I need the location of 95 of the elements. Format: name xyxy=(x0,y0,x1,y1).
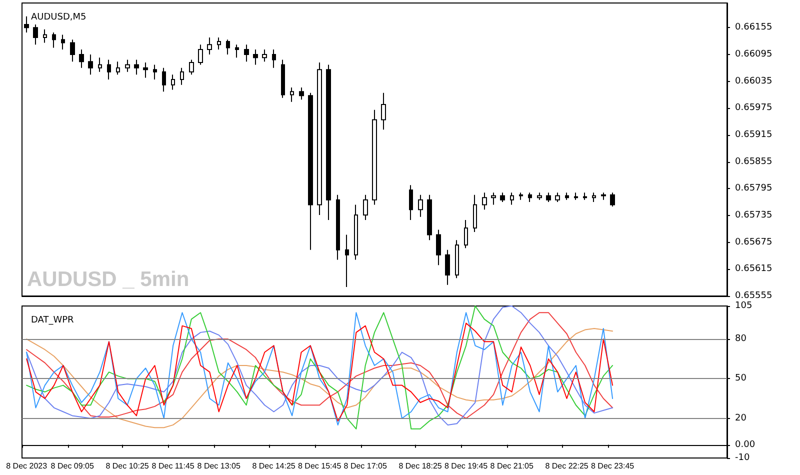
y-tick-label: 105 xyxy=(735,301,752,311)
candlestick xyxy=(61,34,65,50)
candlestick xyxy=(372,109,377,206)
y-tick-label: 0.66155 xyxy=(735,22,772,33)
candlestick xyxy=(381,92,386,130)
candlestick xyxy=(308,92,313,250)
candlestick xyxy=(436,229,441,266)
candlestick xyxy=(244,44,249,62)
candlestick xyxy=(500,192,505,203)
candlestick xyxy=(510,192,514,206)
candlestick xyxy=(70,39,75,62)
y-tick-label: 0.65555 xyxy=(735,291,772,301)
candlestick xyxy=(162,67,166,92)
candlestick xyxy=(464,219,468,249)
text: DAT_WPR xyxy=(31,316,74,326)
candlestick xyxy=(33,24,38,46)
x-tick-label: 8 Dec 11:45 xyxy=(152,462,195,470)
x-tick-label: 8 Dec 14:25 xyxy=(252,462,296,470)
candlestick xyxy=(290,87,294,102)
candlestick xyxy=(519,192,523,200)
y-tick-label: 0.65735 xyxy=(735,210,772,220)
candlestick xyxy=(134,59,139,76)
candlestick xyxy=(189,59,194,76)
candlestick xyxy=(43,28,47,44)
y-tick-label: 0.66095 xyxy=(735,49,772,60)
candlestick xyxy=(143,62,148,78)
y-tick-label: 0.65975 xyxy=(735,103,772,114)
candlestick xyxy=(445,249,450,286)
candlestick xyxy=(583,192,587,200)
candlestick xyxy=(235,44,239,58)
candlestick xyxy=(226,39,230,55)
y-tick-label: 0.65855 xyxy=(735,156,772,167)
candlestick xyxy=(281,59,285,98)
y-tick-label: -10 xyxy=(735,453,750,463)
candlestick xyxy=(418,194,423,218)
candlestick xyxy=(326,64,331,220)
y-tick-label: 80 xyxy=(735,334,747,344)
candlestick xyxy=(262,49,267,62)
text: AUDUSD,M5 xyxy=(31,12,86,22)
candlestick xyxy=(98,57,102,72)
candlestick xyxy=(546,192,551,203)
x-tick-label: 8 Dec 17:05 xyxy=(344,462,388,470)
candlestick xyxy=(601,192,606,200)
candlestick xyxy=(153,64,157,80)
candlestick xyxy=(207,36,212,55)
candlestick xyxy=(409,184,413,220)
y-tick-label: 50 xyxy=(735,374,747,384)
candlestick xyxy=(299,87,304,100)
y-tick-label: 0.65915 xyxy=(735,130,772,140)
candlestick xyxy=(455,240,459,279)
candlestick xyxy=(125,59,130,72)
x-tick-label: 8 Dec 13:05 xyxy=(197,462,241,470)
candlestick xyxy=(107,59,111,80)
x-tick-label: 8 Dec 22:25 xyxy=(545,462,589,470)
candlestick xyxy=(217,36,221,50)
y-tick-label: 20 xyxy=(735,413,747,424)
x-tick-label: 8 Dec 09:05 xyxy=(50,462,94,470)
candlestick xyxy=(116,61,120,76)
y-tick-label: 0.65795 xyxy=(735,184,772,194)
candlestick xyxy=(363,194,368,220)
y-tick-label: 0.00 xyxy=(735,440,756,450)
candlestick xyxy=(565,192,569,200)
candlestick xyxy=(555,192,560,203)
x-tick-label: 8 Dec 10:25 xyxy=(106,462,150,470)
candlestick xyxy=(354,204,358,260)
candlestick xyxy=(253,49,258,66)
y-tick-label: 0.65675 xyxy=(735,237,772,248)
x-tick-label: 8 Dec 21:05 xyxy=(490,462,534,470)
candlestick xyxy=(537,192,542,200)
candlestick xyxy=(427,194,432,241)
candlestick xyxy=(171,74,175,90)
candlestick xyxy=(610,192,615,208)
candlestick xyxy=(574,192,578,200)
candlestick xyxy=(491,192,496,206)
y-tick-label: 0.66035 xyxy=(735,76,772,86)
candlestick xyxy=(24,16,29,34)
x-tick-label: 8 Dec 18:25 xyxy=(398,462,442,470)
candlestick xyxy=(473,194,477,233)
x-tick-label: 8 Dec 15:45 xyxy=(298,462,342,470)
candlestick xyxy=(317,62,322,216)
candlestick xyxy=(345,234,349,288)
candlestick xyxy=(180,67,184,86)
candlestick xyxy=(528,192,532,203)
x-tick-label: 8 Dec 19:45 xyxy=(444,462,488,470)
candlestick xyxy=(52,32,56,48)
candlestick xyxy=(88,54,93,76)
candlestick xyxy=(272,49,276,68)
x-tick-label: 8 Dec 2023 xyxy=(6,462,48,470)
candlestick xyxy=(79,49,84,68)
candlestick xyxy=(198,44,203,66)
candlestick xyxy=(336,194,340,260)
candlestick xyxy=(592,192,596,203)
y-tick-label: 0.65615 xyxy=(735,264,772,274)
candlestick xyxy=(482,192,487,210)
x-tick-label: 8 Dec 23:45 xyxy=(590,462,635,470)
